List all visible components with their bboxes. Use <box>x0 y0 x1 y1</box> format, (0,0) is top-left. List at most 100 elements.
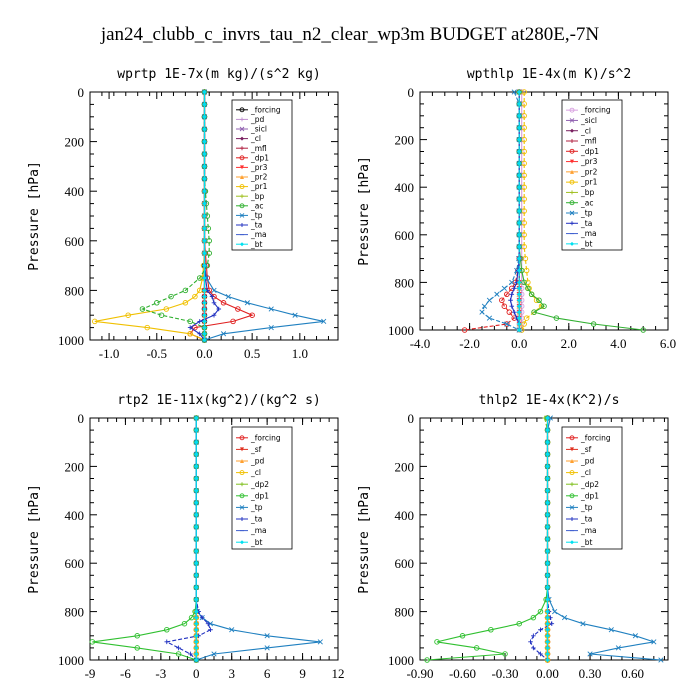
data-point <box>209 294 215 299</box>
y-tick-label: 600 <box>65 234 85 249</box>
x-tick-label: -9 <box>85 666 96 681</box>
series-bt <box>516 89 522 333</box>
x-tick-label: 9 <box>299 666 306 681</box>
data-point <box>545 573 550 578</box>
data-point <box>202 312 207 318</box>
x-tick-label: -0.5 <box>146 346 167 361</box>
data-point <box>193 536 199 542</box>
legend-marker <box>239 213 245 218</box>
data-point <box>545 452 550 457</box>
data-point <box>486 315 493 321</box>
data-point <box>473 645 480 651</box>
data-point <box>538 651 543 657</box>
data-point <box>499 297 505 304</box>
data-point <box>249 312 255 318</box>
data-point <box>545 627 550 633</box>
legend-marker <box>569 435 575 441</box>
data-point <box>553 315 560 321</box>
data-point <box>193 621 199 626</box>
y-tick-label: 0 <box>78 85 85 100</box>
data-point <box>202 213 207 219</box>
y-tick-label: 800 <box>65 283 85 298</box>
data-point <box>202 331 207 337</box>
data-point <box>192 324 198 331</box>
data-point <box>211 312 217 318</box>
series-bt <box>193 415 199 663</box>
data-point <box>525 279 531 286</box>
data-point <box>193 633 199 639</box>
data-point <box>125 312 131 318</box>
legend-label: _ac <box>580 198 593 207</box>
legend-marker <box>240 540 244 545</box>
y-tick-label: 1000 <box>388 653 414 668</box>
data-point <box>537 608 544 615</box>
legend-label: _ac <box>250 201 263 210</box>
data-point <box>206 238 212 244</box>
data-point <box>545 585 550 590</box>
legend-label: _tp <box>580 209 593 218</box>
legend-marker <box>570 540 574 545</box>
data-point <box>181 620 188 627</box>
data-point <box>608 627 614 633</box>
x-tick-label: -6 <box>120 666 131 681</box>
x-tick-label: -4.0 <box>410 336 431 351</box>
legend-label: _bt <box>580 538 593 547</box>
legend-marker <box>240 447 244 452</box>
data-point <box>193 560 199 566</box>
data-point <box>528 639 533 645</box>
series-line <box>140 92 210 340</box>
data-point <box>516 292 522 297</box>
data-point <box>193 488 199 493</box>
data-point <box>434 639 440 645</box>
data-point <box>545 439 550 445</box>
data-point <box>516 196 522 202</box>
data-point <box>182 287 189 294</box>
legend-label: _cl <box>580 468 591 477</box>
data-point <box>193 548 199 554</box>
y-tick-label: 400 <box>395 508 415 523</box>
plot-frame <box>419 91 669 331</box>
legend-label: _ta <box>580 219 592 228</box>
y-tick-label: 0 <box>408 85 415 100</box>
data-point <box>264 645 270 651</box>
data-point <box>193 439 199 445</box>
legend-label: _mfl <box>250 144 267 153</box>
plot-panel-2: wpthlp 1E-4x(m K)/s^2 Pressure [hPa] 0 200 4… <box>357 67 676 351</box>
data-point <box>488 627 494 633</box>
y-tick-label: 200 <box>395 133 415 148</box>
legend-marker <box>239 203 245 209</box>
legend-marker <box>240 482 244 487</box>
data-point <box>549 621 555 626</box>
data-point <box>530 614 537 621</box>
data-point <box>523 315 530 321</box>
data-point <box>202 176 207 182</box>
x-tick-label: 6.0 <box>660 336 676 351</box>
legend-label: _pr2 <box>250 173 268 182</box>
data-point <box>481 303 488 309</box>
y-tick-label: 800 <box>395 605 415 620</box>
data-point <box>317 639 323 645</box>
y-tick-label: 800 <box>395 275 415 290</box>
data-point <box>225 293 231 300</box>
legend-label: _dp2 <box>580 480 599 489</box>
data-point <box>516 161 522 166</box>
legend-marker <box>569 493 575 499</box>
series-bt <box>202 89 207 343</box>
data-point <box>196 275 203 281</box>
data-point <box>193 645 199 651</box>
legend-label: _dp2 <box>250 480 269 489</box>
legend-label: _dp1 <box>580 147 599 156</box>
legend-marker <box>240 136 244 141</box>
data-point <box>516 303 522 309</box>
x-tick-label: -0.60 <box>449 666 476 681</box>
data-point <box>545 639 550 645</box>
data-point <box>202 325 207 330</box>
data-point <box>516 244 522 249</box>
series-ac <box>139 89 212 343</box>
legend-marker <box>239 107 245 113</box>
data-point <box>264 633 270 639</box>
data-point <box>193 615 199 620</box>
data-point <box>235 306 241 312</box>
legend-label: _forcing <box>250 433 281 442</box>
legend-marker <box>569 210 575 216</box>
